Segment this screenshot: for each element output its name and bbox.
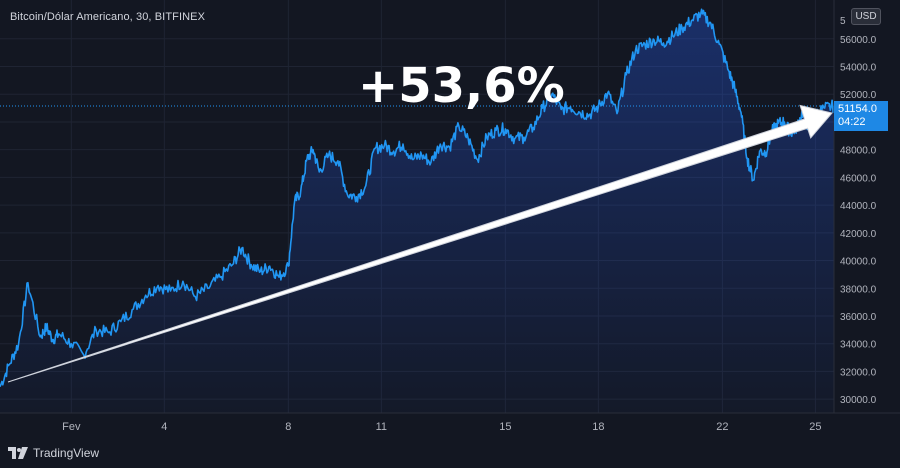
y-axis-clipped-label: 5 — [840, 16, 846, 27]
x-axis[interactable]: Fev 4 8 11 15 18 22 25 — [62, 421, 821, 433]
x-tick-label: 18 — [592, 421, 604, 433]
x-tick-label: 4 — [161, 421, 167, 433]
y-tick-label: 30000.0 — [840, 395, 877, 406]
tradingview-logo-text: TradingView — [33, 446, 100, 460]
symbol-title: Bitcoin/Dólar Americano, 30, BITFINEX — [10, 11, 206, 23]
x-tick-label: 15 — [499, 421, 511, 433]
last-price-value: 51154.0 — [838, 103, 877, 115]
y-tick-label: 46000.0 — [840, 173, 877, 184]
last-price-badge: 51154.0 04:22 — [834, 101, 888, 131]
price-line — [0, 8, 835, 388]
x-tick-label: 11 — [376, 421, 387, 433]
percent-change-label: +53,6% — [358, 58, 565, 114]
price-area-fill — [0, 9, 834, 414]
y-tick-label: 42000.0 — [840, 229, 877, 240]
y-tick-label: 36000.0 — [840, 312, 877, 323]
candle-countdown: 04:22 — [838, 116, 866, 128]
tradingview-logo-icon — [8, 447, 28, 459]
y-tick-label: 38000.0 — [840, 284, 877, 295]
y-tick-label: 44000.0 — [840, 201, 877, 212]
y-tick-label: 56000.0 — [840, 35, 877, 46]
y-tick-label: 32000.0 — [840, 367, 877, 378]
x-tick-label: Fev — [62, 421, 81, 433]
y-tick-label: 40000.0 — [840, 257, 877, 268]
trend-arrow — [7, 104, 833, 383]
tradingview-logo[interactable]: TradingView — [8, 444, 99, 462]
currency-button[interactable]: USD — [851, 8, 881, 25]
y-tick-label: 34000.0 — [840, 340, 877, 351]
x-tick-label: 8 — [285, 421, 291, 433]
y-tick-label: 52000.0 — [840, 90, 877, 101]
x-tick-label: 25 — [809, 421, 821, 433]
x-tick-label: 22 — [716, 421, 728, 433]
y-tick-label: 54000.0 — [840, 63, 877, 74]
y-tick-label: 48000.0 — [840, 146, 877, 157]
